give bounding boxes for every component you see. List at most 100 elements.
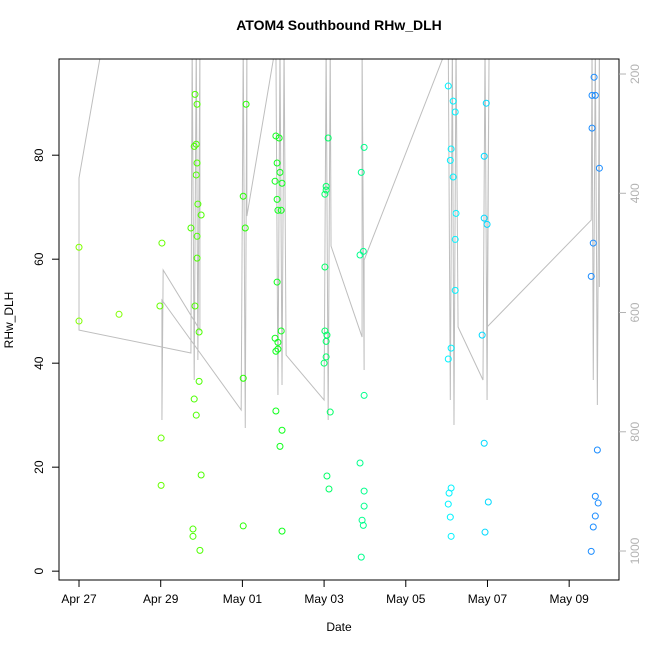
data-point [445,489,453,497]
data-point [590,73,598,81]
data-point [589,239,597,247]
y2-tick-label: 1000 [628,537,642,564]
data-point [588,124,596,132]
data-point [449,173,457,181]
data-point [480,152,488,160]
data-point [274,206,282,214]
chart-title: ATOM4 Southbound RHw_DLH [236,17,442,33]
data-point [192,411,200,419]
data-point [357,553,365,561]
data-point [444,355,452,363]
data-point [591,512,599,520]
data-point [239,522,247,530]
data-point [278,179,286,187]
data-point [273,195,281,203]
data-point [447,344,455,352]
data-point [587,272,595,280]
data-point [484,498,492,506]
data-point [595,164,603,172]
data-point [157,481,165,489]
y-tick-label: 0 [32,568,46,575]
data-point [321,327,329,335]
data-point [322,337,330,345]
x-axis-label: Date [326,620,352,634]
data-point [446,513,454,521]
data-point [195,377,203,385]
data-point [359,521,367,529]
data-point [75,243,83,251]
data-point [447,532,455,540]
data-point [589,523,597,531]
y2-tick-label: 600 [628,302,642,322]
data-point [324,134,332,142]
data-point [449,97,457,105]
data-point [325,485,333,493]
data-point [444,500,452,508]
data-point [278,527,286,535]
data-point [190,142,198,150]
data-point [322,353,330,361]
data-point [326,408,334,416]
data-point [197,211,205,219]
data-point [189,532,197,540]
data-point [451,286,459,294]
data-point [356,251,364,259]
data-point [187,224,195,232]
y-tick-label: 60 [32,252,46,266]
data-point [272,347,280,355]
data-point [193,100,201,108]
data-point [451,108,459,116]
data-point [480,439,488,447]
data-point [193,232,201,240]
data-point [195,328,203,336]
x-tick-label: Apr 27 [61,592,97,606]
data-point [591,492,599,500]
data-point [192,140,200,148]
data-point [444,82,452,90]
data-point [242,100,250,108]
data-point [115,310,123,318]
data-point [241,224,249,232]
data-point [274,338,282,346]
data-point [239,374,247,382]
data-point [191,90,199,98]
data-point [239,192,247,200]
y-tick-label: 20 [32,460,46,474]
data-point [481,528,489,536]
data-point [272,407,280,415]
data-point [360,143,368,151]
data-point [271,177,279,185]
data-point [189,525,197,533]
data-point [452,209,460,217]
data-point [193,254,201,262]
data-point [278,426,286,434]
data-point [273,278,281,286]
data-point [156,302,164,310]
x-tick-label: Apr 29 [143,592,179,606]
data-point [591,91,599,99]
y-axis-label: RHw_DLH [2,292,16,349]
data-point [321,263,329,271]
data-point [274,345,282,353]
data-point [157,434,165,442]
x-tick-label: May 09 [549,592,589,606]
data-point [360,502,368,510]
data-point [594,499,602,507]
data-point [193,159,201,167]
data-point [482,99,490,107]
data-point [360,487,368,495]
data-point [451,235,459,243]
data-point [194,200,202,208]
data-point [447,145,455,153]
data-point [277,327,285,335]
data-point [273,159,281,167]
data-point [75,317,83,325]
y2-tick-label: 400 [628,183,642,203]
data-point [446,156,454,164]
data-line [78,59,600,429]
data-point [588,91,596,99]
data-point [480,214,488,222]
y2-tick-label: 200 [628,64,642,84]
data-point [593,446,601,454]
y-tick-label: 40 [32,356,46,370]
